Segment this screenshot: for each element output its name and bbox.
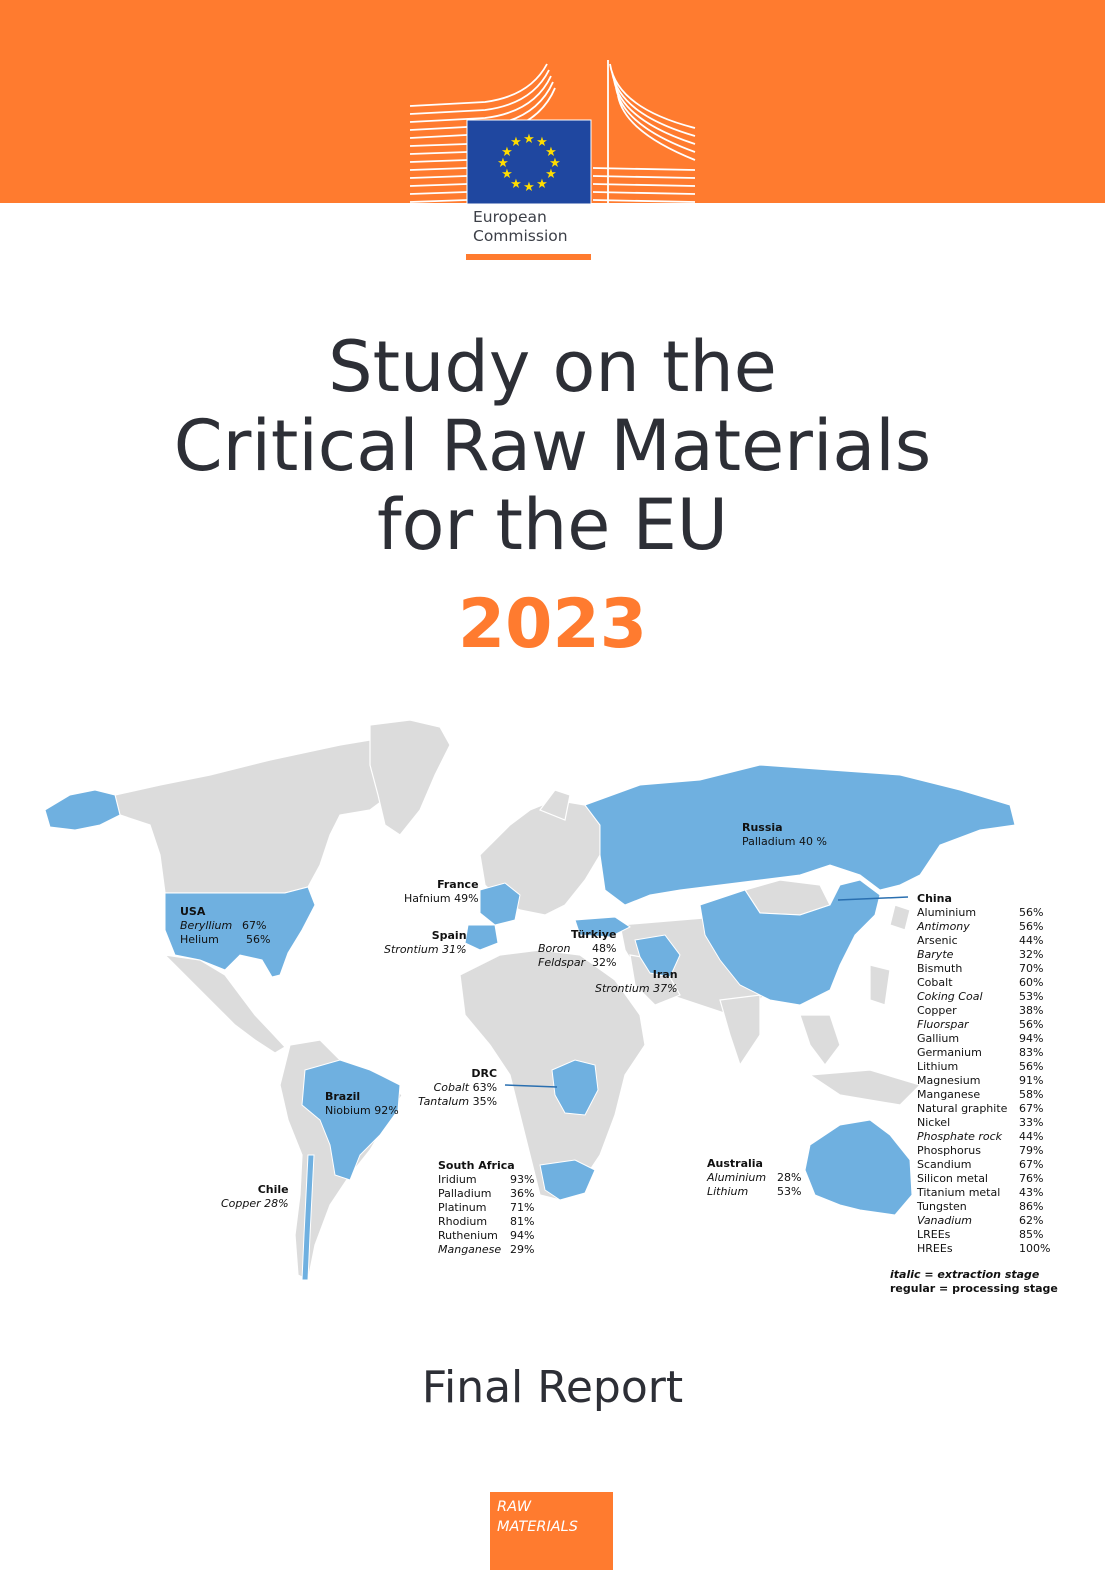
map-legend: italic = extraction stage regular = proc…: [890, 1268, 1058, 1295]
brand-name: European Commission: [473, 208, 568, 245]
label-south-africa: South Africa Iridium 93% Palladium 36% Pla…: [438, 1159, 535, 1256]
svg-text:★: ★: [536, 135, 548, 150]
report-year: 2023: [457, 585, 648, 664]
label-russia: Russia Palladium 40 %: [742, 821, 827, 848]
raw-materials-badge-label: RAW MATERIALS: [497, 1499, 578, 1535]
svg-text:★: ★: [523, 180, 535, 195]
label-brazil: Brazil Niobium 92%: [325, 1090, 399, 1117]
svg-text:★: ★: [523, 132, 535, 147]
european-commission-logo: ★ ★★ ★★★ ★★★ ★★★: [409, 60, 696, 205]
report-type: Final Report: [421, 1362, 684, 1413]
svg-text:★: ★: [545, 167, 557, 182]
label-china: China Aluminium 56% Antimony 56% Arsenic 44…: [917, 892, 1051, 1255]
svg-text:★: ★: [510, 177, 522, 192]
brand-underline: [466, 254, 591, 260]
page-title: Study on the Critical Raw Materials for …: [173, 326, 932, 566]
svg-text:★: ★: [501, 145, 513, 160]
label-spain: Spain Strontium 31%: [384, 929, 467, 956]
label-chile: Chile Copper 28%: [221, 1183, 289, 1210]
label-drc: DRC Cobalt 63% Tantalum 35%: [418, 1067, 498, 1108]
label-turkiye: Türkiye Boron 48% Feldspar 32%: [538, 928, 617, 969]
svg-text:★: ★: [549, 156, 561, 171]
label-iran: Iran Strontium 37%: [595, 968, 678, 995]
svg-text:★: ★: [510, 135, 522, 150]
svg-text:★: ★: [497, 156, 509, 171]
svg-text:★: ★: [536, 177, 548, 192]
svg-text:★: ★: [545, 145, 557, 160]
label-france: France Hafnium 49%: [404, 878, 479, 905]
svg-text:★: ★: [501, 167, 513, 182]
label-usa: USA Beryllium 67% Helium 56%: [180, 905, 271, 946]
world-map: [44, 719, 1016, 1281]
raw-materials-badge: [490, 1492, 613, 1570]
label-australia: Australia Aluminium 28% Lithium 53%: [707, 1157, 802, 1198]
